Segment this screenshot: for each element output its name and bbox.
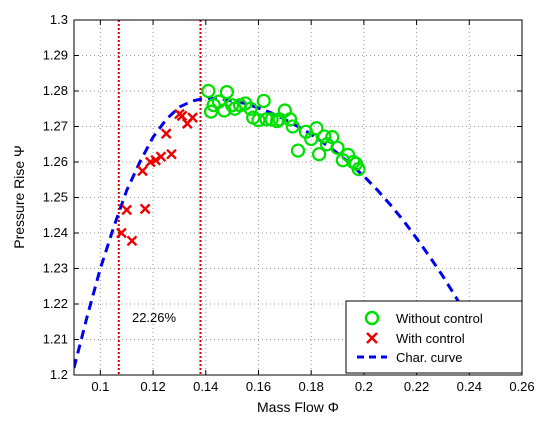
without-control-point (259, 112, 274, 127)
with-control-point-stroke (160, 128, 172, 139)
with-control-point-stroke (126, 235, 138, 247)
with-control-point-stroke (187, 112, 198, 123)
without-control-point (246, 110, 261, 125)
x-axis-title: Mass Flow Φ (257, 399, 339, 415)
x-tick-label: 0.24 (457, 379, 482, 394)
axis-ticks: 0.1 0.12 0.14 0.16 0.18 0.2 0.22 0.24 0.26 1.2 1.2… (43, 12, 535, 394)
without-control-point (285, 119, 300, 134)
legend-label-with-control: With control (396, 331, 465, 346)
annotation-text: 22.26% (132, 310, 177, 325)
y-tick-label: 1.22 (43, 296, 68, 311)
without-control-point (203, 104, 219, 119)
with-control-point-stroke (150, 154, 162, 166)
with-control-point (126, 235, 138, 247)
without-control-point (217, 103, 232, 118)
without-control-point (317, 129, 332, 144)
with-control-point (187, 112, 198, 123)
with-control-point-stroke (139, 203, 151, 215)
legend-label-without-control: Without control (396, 311, 483, 326)
without-control-point (227, 101, 242, 116)
y-tick-label: 1.28 (43, 83, 68, 98)
with-control-point-stroke (137, 165, 148, 177)
without-control-point (330, 140, 345, 155)
legend-marker-without-control (364, 310, 380, 326)
y-tick-label: 1.21 (43, 332, 68, 347)
without-control-point (256, 93, 271, 109)
with-control-point-stroke (155, 151, 167, 163)
x-tick-label: 0.16 (246, 379, 271, 394)
y-axis-title: Pressure Rise Ψ (11, 145, 27, 249)
y-tick-label: 1.2 (50, 367, 68, 382)
with-control-point (116, 227, 127, 239)
with-control-point (176, 110, 188, 122)
threshold-lines (117, 20, 202, 375)
x-tick-label: 0.18 (299, 379, 324, 394)
with-control-point (160, 128, 172, 139)
x-tick-label: 0.2 (355, 379, 373, 394)
x-tick-label: 0.12 (140, 379, 165, 394)
y-tick-label: 1.3 (50, 12, 68, 27)
with-control-point-stroke (166, 148, 177, 160)
with-control-point (139, 203, 151, 215)
without-control-point (272, 112, 287, 127)
without-control-point (348, 156, 364, 171)
y-tick-label: 1.27 (43, 119, 68, 134)
without-control-point (219, 84, 234, 100)
without-control-point (309, 121, 324, 136)
y-tick-label: 1.26 (43, 154, 68, 169)
x-tick-label: 0.22 (404, 379, 429, 394)
with-control-point (137, 165, 148, 177)
y-tick-label: 1.23 (43, 261, 68, 276)
y-tick-label: 1.29 (43, 48, 68, 63)
with-control-point (150, 154, 162, 166)
legend-label-char-curve: Char. curve (396, 350, 462, 365)
with-control-point-stroke (116, 227, 127, 239)
y-tick-label: 1.25 (43, 190, 68, 205)
with-control-point (121, 204, 133, 216)
with-control-point-stroke (121, 204, 133, 216)
series-layer (74, 83, 502, 375)
with-control-point-stroke (176, 110, 188, 122)
with-control-point (166, 148, 177, 160)
legend-marker-with-control (366, 332, 378, 344)
x-tick-label: 0.14 (193, 379, 218, 394)
legend: Without control With control Char. curve (345, 300, 523, 374)
y-tick-label: 1.24 (43, 225, 68, 240)
without-control-point (282, 112, 298, 127)
without-control-point (243, 101, 258, 116)
without-control-point (290, 143, 306, 158)
x-tick-label: 0.26 (509, 379, 534, 394)
with-control-point (155, 151, 167, 163)
without-control-point (311, 147, 327, 162)
x-tick-label: 0.1 (91, 379, 109, 394)
without-control-point (201, 83, 216, 99)
